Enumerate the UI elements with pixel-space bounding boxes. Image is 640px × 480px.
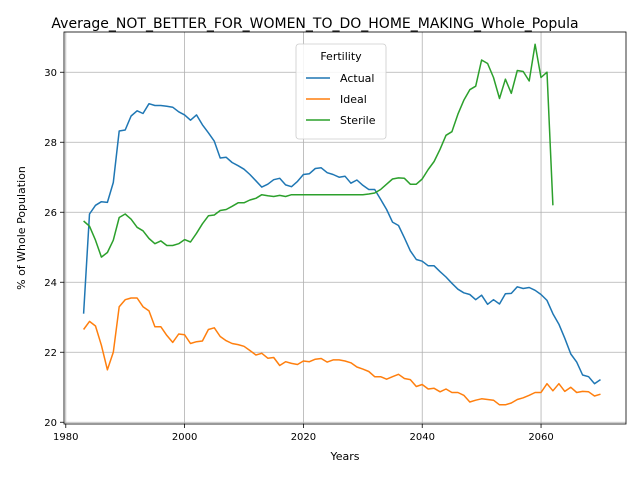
- plot-frame: [63, 31, 627, 425]
- y-axis-ticks: 20 22 24 26 28 30: [44, 68, 64, 429]
- y-tick-label: 26: [44, 208, 57, 219]
- series-line-actual: [82, 102, 601, 385]
- x-tick-label: 2040: [410, 432, 435, 443]
- legend: Fertility Actual Ideal Sterile: [295, 43, 387, 140]
- series-line-sterile: [83, 43, 554, 258]
- y-tick-label: 22: [44, 348, 57, 359]
- legend-label-actual: Actual: [340, 72, 374, 85]
- x-tick-label: 2020: [291, 432, 316, 443]
- legend-label-ideal: Ideal: [340, 93, 367, 106]
- x-tick-label: 2060: [528, 432, 553, 443]
- y-axis-label: % of Whole Population: [15, 166, 28, 290]
- legend-box: [295, 43, 387, 140]
- x-tick-label: 2000: [172, 432, 197, 443]
- y-tick-label: 30: [44, 68, 57, 79]
- legend-title: Fertility: [320, 50, 362, 63]
- series-line-ideal: [82, 297, 601, 406]
- x-axis-ticks: 1980 2000 2020 2040 2060: [53, 424, 554, 443]
- series-lines: [82, 43, 601, 406]
- y-tick-label: 20: [44, 418, 57, 429]
- x-axis-label: Years: [329, 450, 359, 463]
- x-tick-label: 1980: [53, 432, 78, 443]
- legend-label-sterile: Sterile: [340, 114, 376, 127]
- chart-title: Average_NOT_BETTER_FOR_WOMEN_TO_DO_HOME_…: [51, 16, 578, 32]
- y-tick-label: 24: [44, 278, 57, 289]
- y-tick-label: 28: [44, 138, 57, 149]
